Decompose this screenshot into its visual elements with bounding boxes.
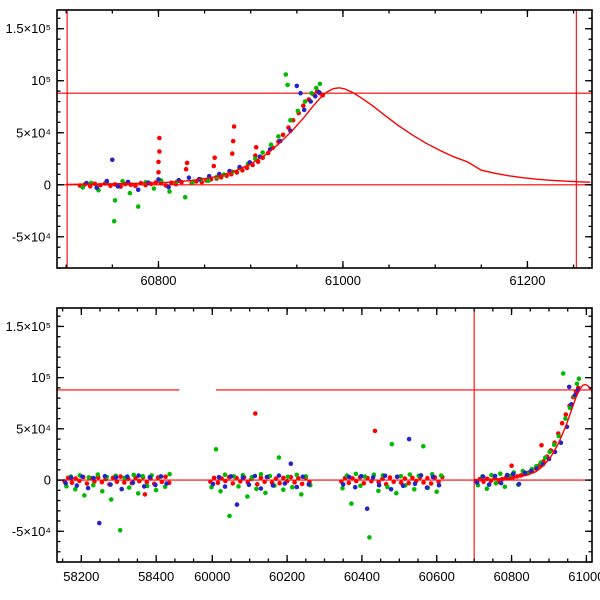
x-tick-label: 60200	[269, 569, 305, 584]
model-curve	[66, 87, 591, 186]
y-tick-label: 0	[44, 473, 51, 488]
axis-ticks	[57, 10, 592, 269]
y-tick-label: 10⁵	[31, 370, 51, 385]
y-tick-label: 0	[44, 177, 51, 192]
x-tick-label: 61000	[568, 569, 600, 584]
x-tick-label: 60600	[419, 569, 455, 584]
x-tick-label: 61200	[509, 273, 545, 288]
plot-frame	[56, 307, 593, 563]
y-tick-label: -5×10⁴	[12, 524, 51, 539]
y-tick-label: -5×10⁴	[12, 229, 51, 244]
axis-ticks	[57, 308, 592, 563]
scatter-blue	[63, 384, 581, 526]
y-tick-label: 1.5×10⁵	[5, 21, 51, 36]
reference-lines	[57, 308, 592, 562]
bottom-panel-chart: 58200 58400 60000 60200 60400 60600 60800 61000…	[5, 307, 600, 584]
scatter-red	[77, 88, 326, 189]
x-tick-label: 60000	[194, 569, 230, 584]
y-tick-label: 5×10⁴	[16, 125, 51, 140]
x-tick-label: 58400	[138, 569, 174, 584]
scatter-green	[64, 371, 582, 540]
axis-tick-labels: 58200 58400 60000 60200 60400 60600 60800 61000…	[5, 319, 600, 584]
model-curve	[474, 383, 592, 481]
x-tick-label: 60800	[140, 273, 176, 288]
y-tick-label: 1.5×10⁵	[5, 319, 51, 334]
x-tick-label: 61000	[325, 273, 361, 288]
scatter-green	[80, 72, 323, 224]
y-tick-label: 10⁵	[31, 73, 51, 88]
top-panel-chart: 60800 61000 61200 1.5×10⁵ 10⁵ 5×10⁴ 0 -5×10⁴	[5, 9, 593, 288]
plot-frame	[56, 9, 593, 269]
x-tick-label: 58200	[63, 569, 99, 584]
axis-tick-labels: 60800 61000 61200 1.5×10⁵ 10⁵ 5×10⁴ 0 -5×10⁴	[5, 21, 545, 288]
x-tick-label: 60800	[493, 569, 529, 584]
x-tick-label: 60400	[344, 569, 380, 584]
reference-lines	[57, 10, 592, 268]
y-tick-label: 5×10⁴	[16, 421, 51, 436]
